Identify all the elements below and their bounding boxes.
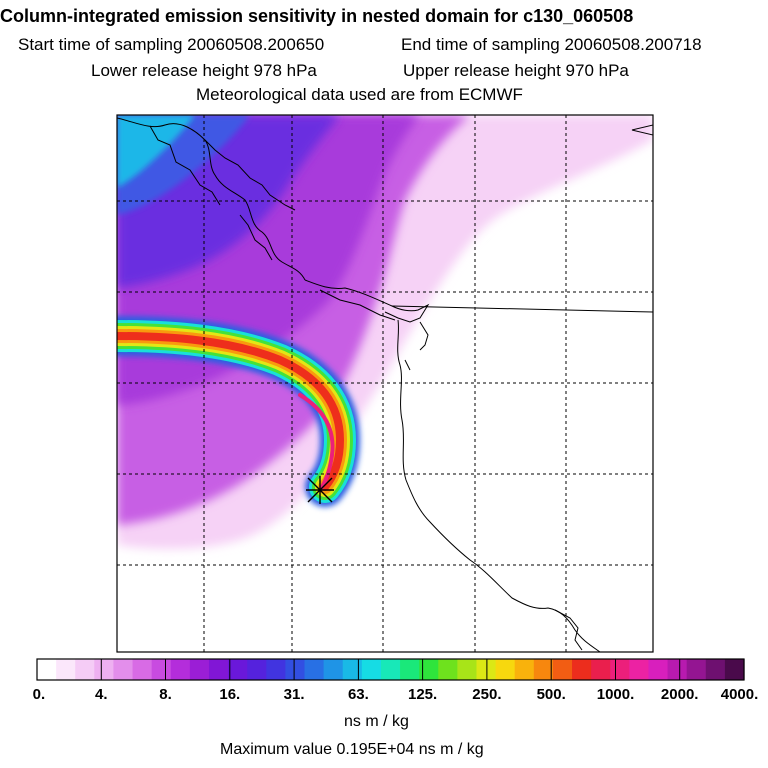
colorbar-swatch — [572, 659, 592, 680]
colorbar-swatch — [361, 659, 382, 680]
colorbar-swatch — [151, 659, 172, 680]
colorbar — [36, 659, 745, 680]
colorbar-swatch — [113, 659, 134, 680]
sampling-start-time: Start time of sampling 20060508.200650 — [18, 35, 325, 54]
colorbar-tick-label: 4. — [95, 686, 108, 703]
colorbar-swatch — [610, 659, 630, 680]
colorbar-swatch — [476, 659, 497, 680]
colorbar-swatch — [228, 659, 248, 680]
colorbar-swatch — [591, 659, 611, 680]
colorbar-tick-label: 63. — [347, 686, 369, 703]
colorbar-swatch — [266, 659, 287, 680]
colorbar-tick-label: 1000. — [596, 686, 635, 703]
colorbar-swatch — [533, 659, 554, 680]
colorbar-tick-label: 8. — [159, 686, 172, 703]
colorbar-swatch — [438, 659, 458, 680]
colorbar-swatch — [457, 659, 478, 680]
colorbar-swatch — [552, 659, 573, 680]
colorbar-tick-label: 31. — [283, 686, 305, 703]
colorbar-unit: ns m / kg — [344, 713, 409, 730]
colorbar-tick-label: 500. — [536, 686, 566, 703]
release-point-marker — [306, 476, 334, 504]
maximum-value: Maximum value 0.195E+04 ns m / kg — [220, 741, 484, 758]
colorbar-swatch — [189, 659, 210, 680]
plot-title: Column-integrated emission sensitivity i… — [0, 6, 634, 26]
colorbar-swatch — [170, 659, 191, 680]
colorbar-swatch — [323, 659, 344, 680]
colorbar-swatch — [419, 659, 439, 680]
colorbar-tick-label: 2000. — [660, 686, 699, 703]
colorbar-frame — [36, 658, 745, 681]
map-frame — [116, 114, 654, 653]
colorbar-swatch — [629, 659, 650, 680]
colorbar-swatch — [342, 659, 363, 680]
colorbar-swatch — [132, 659, 153, 680]
colorbar-swatch — [208, 659, 229, 680]
colorbar-tick-label: 16. — [219, 686, 241, 703]
colorbar-swatch — [380, 659, 401, 680]
colorbar-swatch — [400, 659, 420, 680]
colorbar-tick-label: 125. — [407, 686, 438, 703]
colorbar-swatch — [285, 659, 306, 680]
sampling-end-time: End time of sampling 20060508.200718 — [401, 35, 702, 54]
colorbar-swatch — [75, 659, 95, 680]
colorbar-swatch — [37, 659, 57, 680]
colorbar-swatch — [667, 659, 688, 680]
colorbar-swatch — [648, 659, 669, 680]
met-data-source: Meteorological data used are from ECMWF — [196, 85, 523, 104]
coastline — [117, 117, 653, 652]
colorbar-tick-label: 4000. — [720, 686, 759, 703]
colorbar-tick-label: 0. — [32, 686, 46, 703]
colorbar-swatch — [247, 659, 267, 680]
colorbar-swatch — [304, 659, 325, 680]
lower-release-height: Lower release height 978 hPa — [91, 61, 317, 80]
colorbar-swatch — [56, 659, 76, 680]
upper-release-height: Upper release height 970 hPa — [403, 61, 629, 80]
colorbar-swatch — [514, 659, 535, 680]
colorbar-tick-label: 250. — [472, 686, 502, 703]
colorbar-swatch — [724, 659, 745, 680]
colorbar-swatch — [705, 659, 726, 680]
colorbar-swatch — [94, 659, 115, 680]
colorbar-swatch — [686, 659, 707, 680]
lat-lon-grid — [117, 115, 653, 652]
colorbar-swatch — [495, 659, 516, 680]
